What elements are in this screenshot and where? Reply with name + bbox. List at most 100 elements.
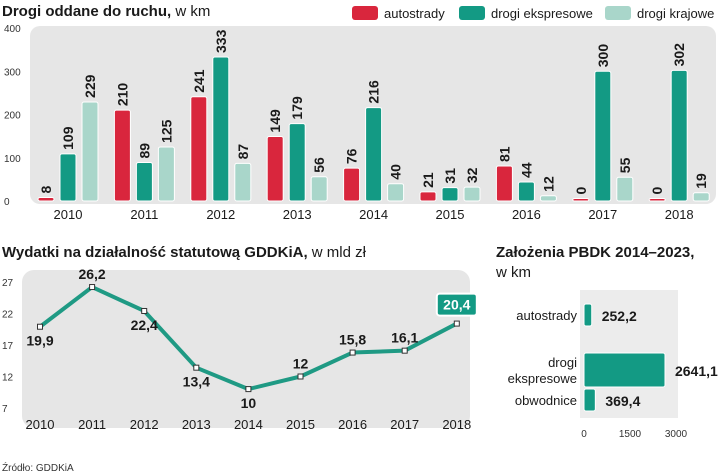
x-tick-label: 2011 (78, 417, 106, 432)
hbar-category-label: obwodnice (515, 393, 577, 408)
y-tick-label: 100 (4, 154, 21, 165)
roads-chart-legend: autostrady drogi ekspresowe drogi krajowe (352, 6, 714, 21)
bar-drogi-ekspresowe-2016 (517, 181, 535, 202)
bar-value-label: 32 (464, 167, 480, 183)
x-tick-label: 2015 (436, 207, 465, 222)
bar-value-label: 31 (442, 168, 458, 184)
point-value-label: 26,2 (78, 266, 105, 282)
point-value-label: 12 (293, 356, 309, 372)
pbdk-chart: Założenia PBDK 2014–2023, w km autostrad… (495, 244, 718, 440)
x-tick-label: 2016 (512, 207, 541, 222)
bar-value-label: 8 (38, 186, 54, 194)
hbar-value-label: 2641,1 (675, 363, 718, 379)
x-tick-label: 2013 (283, 207, 312, 222)
bar-drogi-ekspresowe-2010 (59, 153, 77, 202)
roads-chart-x-axis: 2010 2011 2012 2013 2014 2015 2016 2017 2018 (54, 207, 694, 222)
data-point (141, 307, 148, 314)
roads-chart-y-axis: 0 100 200 300 400 (4, 24, 21, 208)
bar-autostrady-2010 (37, 197, 55, 202)
point-value-label: 19,9 (26, 333, 53, 349)
y-tick-label: 0 (4, 197, 10, 208)
data-point (193, 364, 200, 371)
bar-drogi-krajowe-2013 (310, 176, 328, 202)
bar-value-label: 56 (311, 157, 327, 173)
hbar-value-label: 252,2 (602, 308, 637, 324)
hbar-category-label: drogi (548, 355, 577, 370)
hbar-obwodnice (583, 388, 596, 412)
bar-value-label: 216 (366, 80, 382, 104)
bar-value-label: 241 (191, 69, 207, 93)
bar-value-label: 0 (573, 187, 589, 195)
bar-value-label: 179 (289, 96, 305, 120)
roads-opened-chart: Drogi oddane do ruchu, w km autostrady dr… (2, 3, 716, 222)
data-point (89, 284, 96, 291)
bar-value-label: 125 (158, 119, 174, 143)
bar-value-label: 87 (235, 144, 251, 160)
spending-chart-panel (22, 270, 470, 428)
x-tick-label: 0 (581, 429, 587, 440)
x-tick-label: 2018 (442, 417, 471, 432)
spending-chart: Wydatki na działalność statutową GDDKiA,… (2, 244, 478, 432)
x-tick-label: 2010 (54, 207, 83, 222)
bar-drogi-krajowe-2011 (157, 146, 175, 202)
bar-value-label: 44 (518, 162, 534, 178)
bar-value-label: 55 (617, 157, 633, 173)
legend-swatch (459, 6, 485, 20)
point-value-label: 10 (241, 395, 257, 411)
data-point (401, 347, 408, 354)
y-tick-label: 300 (4, 67, 21, 78)
bar-drogi-ekspresowe-2013 (288, 123, 306, 202)
bar-drogi-krajowe-2015 (463, 186, 481, 202)
bar-autostrady-2011 (113, 109, 131, 202)
data-point (297, 373, 304, 380)
x-tick-label: 1500 (619, 429, 642, 440)
spending-chart-y-axis: 7 12 17 22 27 (2, 278, 14, 415)
legend-label: autostrady (384, 6, 445, 21)
spending-chart-line: 19,9 26,2 22,4 13,4 10 12 15,8 16,1 20,4 (26, 266, 478, 411)
x-tick-label: 2016 (338, 417, 367, 432)
bar-value-label: 300 (595, 44, 611, 68)
hbar-category-label: autostrady (516, 308, 577, 323)
point-value-label: 22,4 (131, 317, 158, 333)
bar-drogi-ekspresowe-2017 (594, 70, 612, 202)
bar-value-label: 19 (693, 173, 709, 189)
bar-drogi-krajowe-2017 (616, 176, 634, 202)
point-value-label: 13,4 (183, 374, 210, 390)
legend-swatch (605, 6, 631, 20)
y-tick-label: 200 (4, 111, 21, 122)
x-tick-label: 2014 (234, 417, 263, 432)
y-tick-label: 12 (2, 373, 14, 384)
bar-value-label: 21 (420, 172, 436, 188)
bar-drogi-krajowe-2016 (539, 195, 557, 202)
data-point (453, 320, 460, 327)
bar-autostrady-2017 (572, 198, 590, 202)
x-tick-label: 2011 (130, 207, 158, 222)
hbar-autostrady (583, 303, 593, 327)
y-tick-label: 27 (2, 278, 14, 289)
x-tick-label: 2012 (206, 207, 235, 222)
bar-drogi-ekspresowe-2012 (212, 56, 230, 202)
highlight-value-box (435, 292, 478, 317)
bar-drogi-krajowe-2018 (692, 192, 710, 202)
y-tick-label: 7 (2, 404, 8, 415)
bar-drogi-ekspresowe-2014 (365, 107, 383, 202)
x-tick-label: 2017 (390, 417, 419, 432)
bar-value-label: 109 (60, 126, 76, 150)
hbar-category-label: ekspresowe (508, 371, 577, 386)
bar-value-label: 333 (213, 29, 229, 53)
legend-label: drogi ekspresowe (491, 6, 593, 21)
bar-drogi-ekspresowe-2015 (441, 187, 459, 202)
bar-autostrady-2016 (495, 165, 513, 202)
source-note: Źródło: GDDKiA (2, 461, 74, 474)
data-point (37, 323, 43, 330)
bar-value-label: 12 (540, 176, 556, 192)
bar-value-label: 302 (671, 43, 687, 67)
x-tick-label: 2012 (130, 417, 159, 432)
y-tick-label: 22 (2, 310, 14, 321)
bar-drogi-krajowe-2012 (234, 162, 252, 202)
pbdk-chart-title: Założenia PBDK 2014–2023, (496, 244, 694, 261)
x-tick-label: 2010 (26, 417, 55, 432)
legend-label: drogi krajowe (637, 6, 714, 21)
x-tick-label: 2015 (286, 417, 315, 432)
